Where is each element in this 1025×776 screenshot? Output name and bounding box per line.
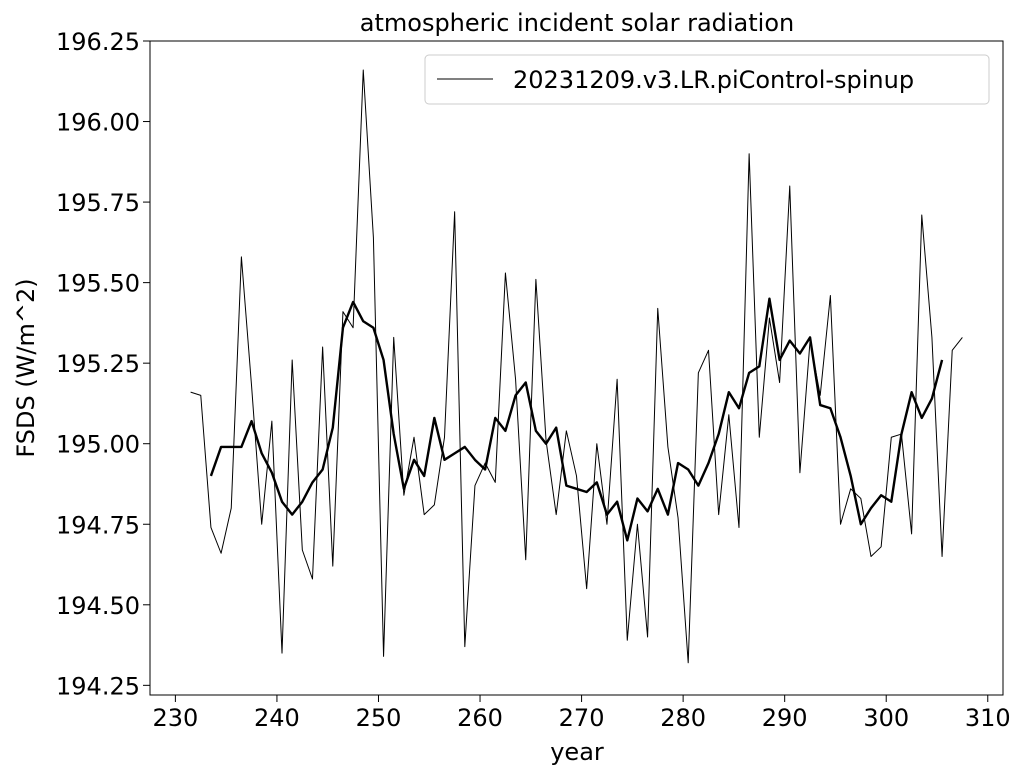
x-tick-label: 300 bbox=[863, 704, 909, 732]
series-line-smoothed bbox=[209, 297, 944, 542]
y-tick-label: 195.25 bbox=[56, 350, 140, 378]
chart-title: atmospheric incident solar radiation bbox=[360, 9, 794, 37]
y-tick-label: 196.00 bbox=[56, 109, 140, 137]
x-tick-label: 270 bbox=[559, 704, 605, 732]
y-tick-label: 194.25 bbox=[56, 672, 140, 700]
x-tick-label: 310 bbox=[965, 704, 1011, 732]
y-tick-label: 195.50 bbox=[56, 270, 140, 298]
x-tick-label: 260 bbox=[457, 704, 503, 732]
plot-frame bbox=[149, 40, 1004, 696]
plot-area bbox=[149, 40, 1004, 696]
series-line-annual bbox=[190, 69, 963, 664]
y-tick-label: 195.75 bbox=[56, 189, 140, 217]
x-tick-label: 230 bbox=[152, 704, 198, 732]
x-tick-label: 280 bbox=[660, 704, 706, 732]
legend-entry-label: 20231209.v3.LR.piControl-spinup bbox=[513, 66, 914, 94]
x-tick-label: 240 bbox=[254, 704, 300, 732]
legend-box bbox=[424, 54, 990, 105]
x-tick-label: 290 bbox=[762, 704, 808, 732]
y-axis: 194.25 194.50 194.75 195.00 195.25 195.50 195.… bbox=[56, 28, 150, 700]
y-axis-label: FSDS (W/m^2) bbox=[12, 278, 40, 457]
legend: 20231209.v3.LR.piControl-spinup bbox=[424, 54, 990, 105]
y-tick-label: 195.00 bbox=[56, 431, 140, 459]
x-tick-label: 250 bbox=[356, 704, 402, 732]
y-tick-label: 196.25 bbox=[56, 28, 140, 56]
x-axis: 230 240 250 260 270 280 290 300 310 bbox=[152, 695, 1011, 732]
series-layer bbox=[190, 69, 963, 664]
x-axis-label: year bbox=[550, 738, 604, 766]
y-tick-label: 194.75 bbox=[56, 511, 140, 539]
y-tick-label: 194.50 bbox=[56, 592, 140, 620]
